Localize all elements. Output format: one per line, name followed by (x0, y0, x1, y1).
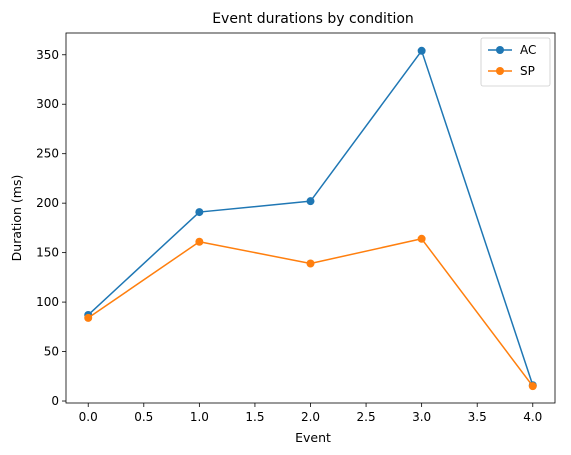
series-ac (84, 46, 537, 390)
x-tick-label: 2.5 (357, 410, 376, 424)
x-tick-label: 0.5 (134, 410, 153, 424)
y-tick-label: 300 (36, 97, 59, 111)
data-point-sp (417, 234, 426, 243)
x-tick-label: 1.0 (190, 410, 209, 424)
x-tick-label: 1.5 (245, 410, 264, 424)
data-point-ac (417, 46, 426, 55)
data-point-sp (84, 313, 93, 322)
data-point-sp (195, 237, 204, 246)
x-axis-ticks: 0.0 0.5 1.0 1.5 2.0 2.5 3.0 3.5 4.0 (79, 403, 542, 424)
y-tick-label: 100 (36, 295, 59, 309)
y-tick-label: 50 (44, 345, 59, 359)
y-axis-label: Duration (ms) (9, 175, 24, 262)
series-line-ac (87, 50, 534, 386)
y-tick-label: 350 (36, 48, 59, 62)
series-sp (84, 234, 537, 391)
legend-marker-sp (496, 67, 504, 75)
x-tick-label: 3.5 (468, 410, 487, 424)
chart-title: Event durations by condition (212, 11, 414, 27)
y-tick-label: 250 (36, 147, 59, 161)
legend-label-ac: AC (520, 43, 536, 57)
y-tick-label: 200 (36, 196, 59, 210)
legend-box (480, 37, 551, 87)
data-point-sp (306, 259, 315, 268)
legend-label-sp: SP (520, 64, 535, 78)
y-tick-label: 0 (51, 394, 59, 408)
x-tick-label: 3.0 (412, 410, 431, 424)
x-axis-label: Event (295, 430, 331, 445)
x-tick-label: 2.0 (301, 410, 320, 424)
x-tick-label: 4.0 (523, 410, 542, 424)
data-point-ac (306, 197, 315, 206)
series-layer (84, 46, 537, 391)
legend: AC SP (480, 37, 551, 87)
y-axis-ticks: 0 50 100 150 200 250 300 350 (36, 48, 66, 408)
x-tick-label: 0.0 (79, 410, 98, 424)
data-point-ac (195, 208, 204, 217)
y-tick-label: 150 (36, 246, 59, 260)
data-point-sp (528, 382, 537, 391)
legend-marker-ac (496, 46, 504, 54)
plot-area (65, 32, 556, 404)
